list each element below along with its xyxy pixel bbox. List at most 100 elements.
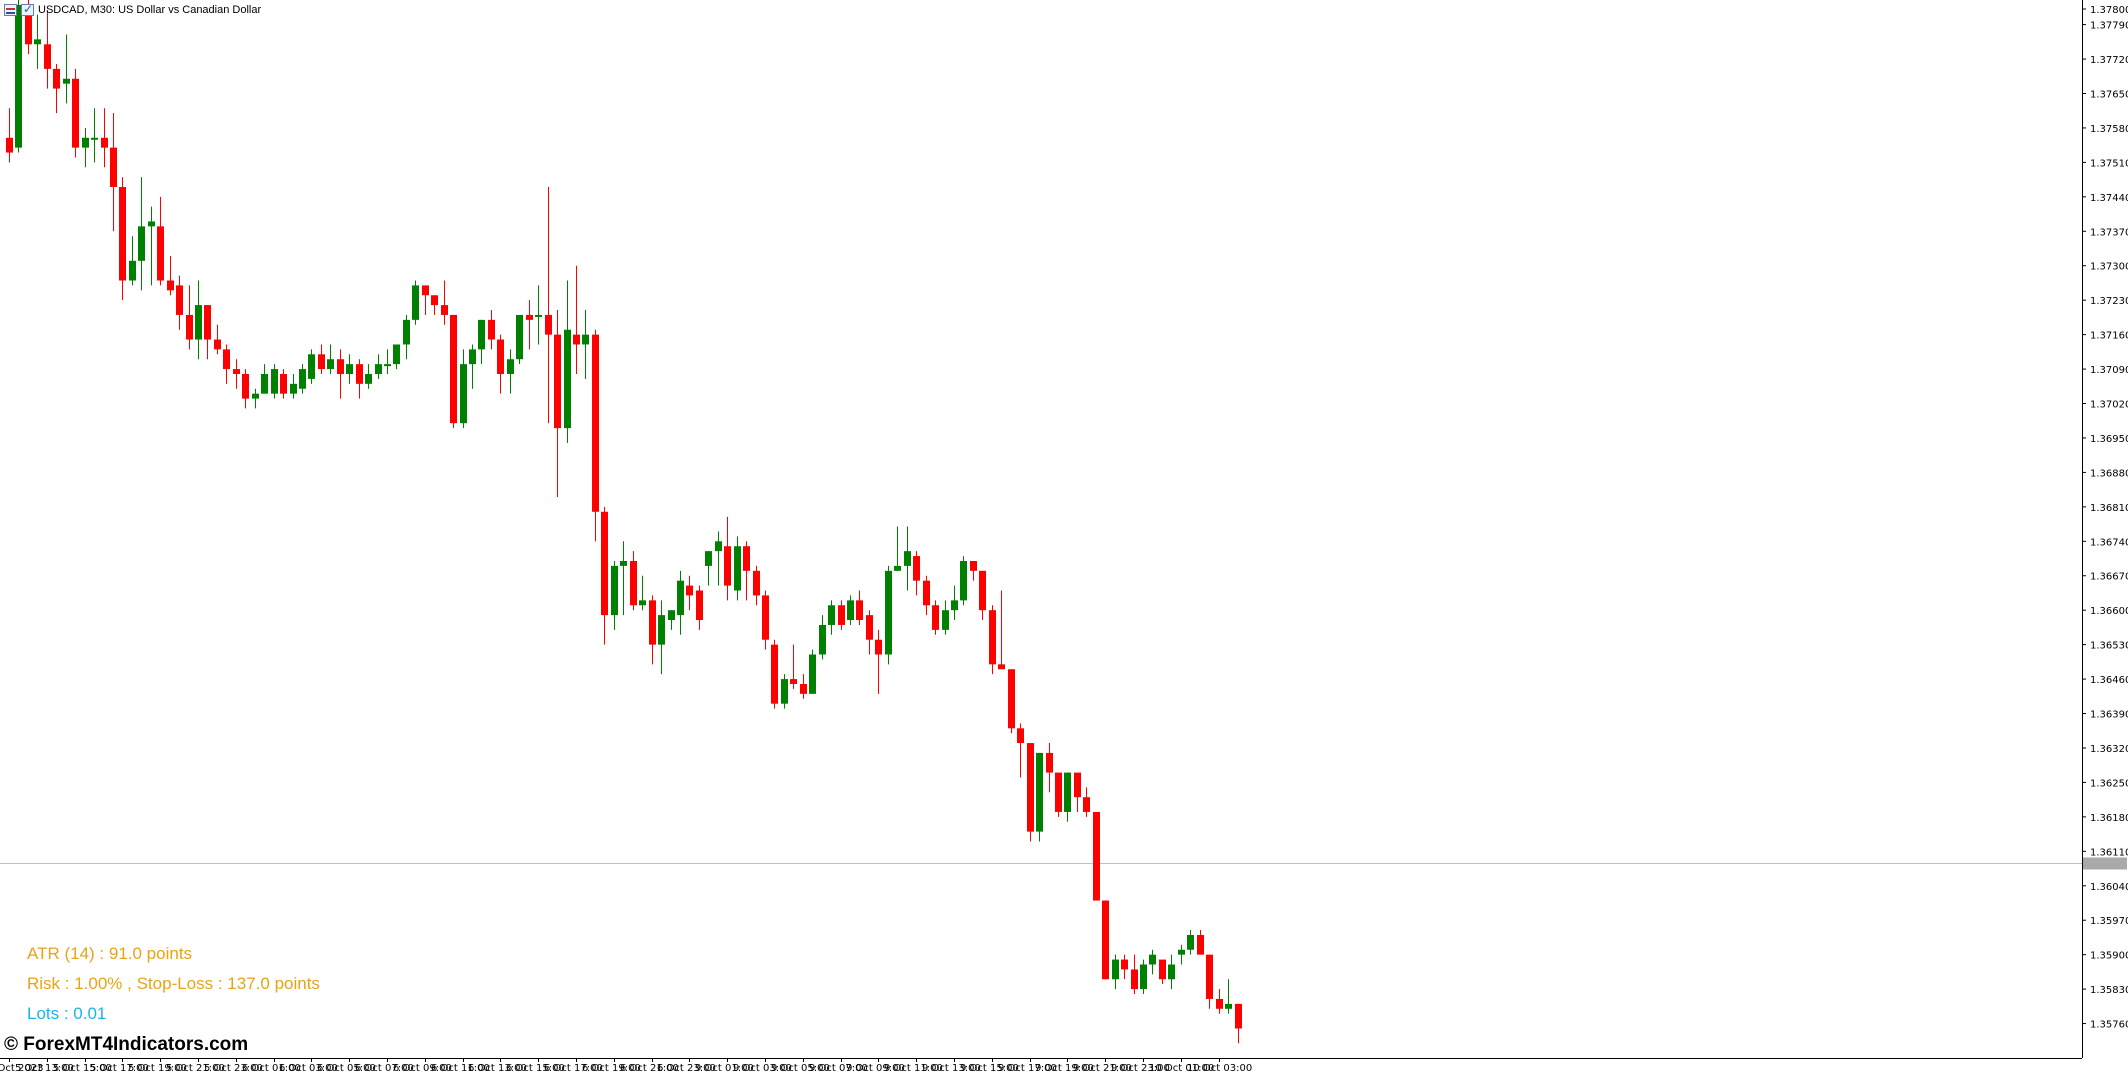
candle-body-bear (1083, 797, 1090, 812)
candle-body-bull (1036, 752, 1043, 832)
candle-body-bear (214, 339, 221, 350)
candle-body-bull (960, 560, 967, 601)
time-tick-label: 9 Oct 23:00 (1111, 1063, 1170, 1074)
candle-body-bull (375, 364, 382, 374)
candle-body-bear (1102, 900, 1109, 980)
candle-body-bear (1121, 959, 1128, 970)
candle-body-bear (743, 546, 750, 571)
candle-body-bull (195, 305, 202, 340)
price-tick-label: 1.37800 (2090, 5, 2128, 16)
candle-body-bear (573, 334, 580, 345)
time-tick-label: 5 Oct 2023 (0, 1063, 43, 1074)
price-tick-label: 1.37370 (2090, 227, 2128, 238)
candle-body-bull (734, 546, 741, 591)
candle-body-bear (630, 560, 637, 606)
candle-body-bear (25, 4, 32, 45)
price-tick-label: 1.37090 (2090, 365, 2128, 376)
candle-body-bear (431, 295, 438, 306)
candle-body-bear (1235, 1003, 1242, 1029)
indicator-list-icon[interactable] (4, 4, 17, 16)
price-tick-label: 1.37720 (2090, 55, 2128, 66)
candle-body-bear (545, 314, 552, 335)
candle-body-bear (497, 339, 504, 374)
candle-body-bull (1178, 949, 1185, 955)
candle-body-bear (696, 590, 703, 621)
candle-body-bull (1225, 1003, 1232, 1009)
price-tick-label: 1.36950 (2090, 434, 2128, 445)
lots-value-label: Lots : 0.01 (27, 1004, 107, 1023)
time-tick-label: 6 Oct 03:00 (279, 1063, 338, 1074)
candle-body-bear (601, 511, 608, 616)
time-tick-label: 6 Oct 21:00 (620, 1063, 679, 1074)
price-tick-label: 1.37020 (2090, 400, 2128, 411)
price-tick-label: 1.37650 (2090, 89, 2128, 100)
price-tick-label: 1.35970 (2090, 916, 2128, 927)
candle-body-bull (290, 383, 297, 394)
candle-body-bull (658, 615, 665, 645)
candle-body-bear (356, 364, 363, 384)
watermark-text: © ForexMT4Indicators.com (4, 1034, 249, 1055)
candle-body-bear (167, 280, 174, 291)
candle-body-bull (1112, 959, 1119, 980)
candle-body-bull (82, 137, 89, 148)
candle-body-bull (809, 654, 816, 694)
check-icon[interactable] (21, 2, 34, 16)
time-tick-label: 5 Oct 23:00 (204, 1063, 263, 1074)
candle-body-bear (450, 314, 457, 424)
atr-value-label: ATR (14) : 91.0 points (27, 944, 193, 963)
candle-body-bull (1140, 964, 1147, 990)
candle-body-bull (904, 551, 911, 566)
time-tick-label: 9 Oct 11:00 (884, 1063, 943, 1074)
candle-body-bull (847, 600, 854, 621)
candle-body-bear (526, 314, 533, 320)
candle-body-bear (204, 305, 211, 340)
candle-body-bear (592, 334, 599, 512)
candle-body-bull (346, 364, 353, 374)
price-tick-label: 1.37230 (2090, 296, 2128, 307)
time-tick-label: 6 Oct 15:00 (506, 1063, 565, 1074)
candle-body-bear (649, 600, 656, 645)
time-tick-label: 5 Oct 17:00 (90, 1063, 149, 1074)
candle-body-bull (138, 226, 145, 261)
candle-body-bull (705, 551, 712, 566)
price-tick-label: 1.36320 (2090, 744, 2128, 755)
candle-body-bear (280, 373, 287, 394)
candle-body-bear (1197, 934, 1204, 955)
candle-body-bull (677, 580, 684, 616)
time-tick-label: 9 Oct 21:00 (1073, 1063, 1132, 1074)
candle-body-bull (507, 359, 514, 374)
price-tick-label: 1.36390 (2090, 710, 2128, 721)
time-tick-label: 10 Oct 03:00 (1187, 1063, 1252, 1074)
price-tick-label: 1.36180 (2090, 813, 2128, 824)
candle-body-bull (516, 314, 523, 360)
candle-body-bull (384, 364, 391, 367)
candle-body-bear (186, 314, 193, 340)
candle-body-bull (894, 565, 901, 571)
candle-body-bear (856, 600, 863, 621)
candle-body-bear (101, 137, 108, 148)
price-tick-label: 1.37790 (2090, 21, 2128, 32)
price-tick-label: 1.37440 (2090, 193, 2128, 204)
candle-body-bear (72, 78, 79, 148)
candle-body-bear (1131, 969, 1138, 990)
candle-body-bear (44, 44, 51, 69)
candle-body-bull (819, 624, 826, 655)
candle-body-bear (176, 285, 183, 315)
candle-body-bear (970, 560, 977, 571)
time-tick-label: 5 Oct 15:00 (53, 1063, 112, 1074)
price-tick-label: 1.36880 (2090, 468, 2128, 479)
candle-body-bull (582, 334, 589, 345)
candle-body-bear (6, 137, 13, 153)
candle-body-bull (535, 314, 542, 317)
candle-body-bear (337, 359, 344, 374)
time-tick-label: 6 Oct 07:00 (355, 1063, 414, 1074)
candle-body-bear (233, 369, 240, 374)
price-tick-label: 1.36810 (2090, 503, 2128, 514)
candle-body-bull (299, 369, 306, 389)
candle-body-bull (1168, 964, 1175, 980)
candle-body-bull (942, 610, 949, 630)
candle-body-bear (875, 639, 882, 655)
candle-body-bear (790, 679, 797, 685)
